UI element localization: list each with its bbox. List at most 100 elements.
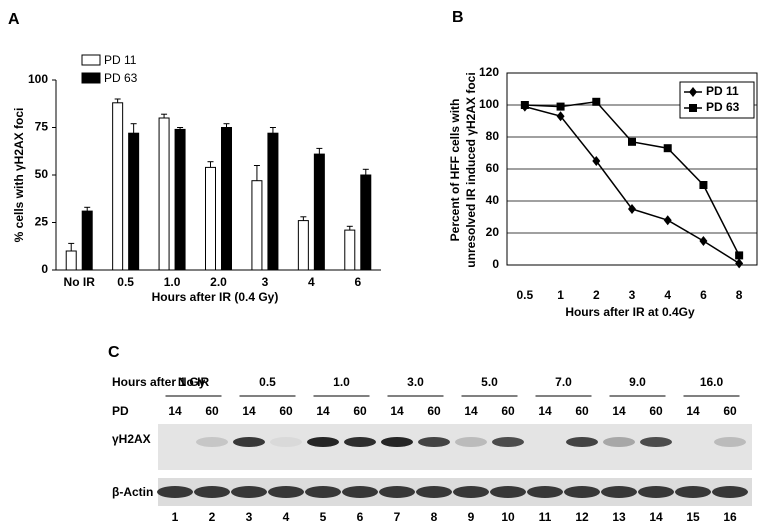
bar xyxy=(360,174,372,271)
group-label: 7.0 xyxy=(555,375,572,389)
lane-number: 2 xyxy=(209,510,216,524)
bar xyxy=(128,132,140,271)
lane-number: 4 xyxy=(283,510,290,524)
pd-value: 60 xyxy=(649,404,663,418)
band xyxy=(492,437,524,447)
pd-value: 60 xyxy=(575,404,589,418)
point xyxy=(592,97,601,106)
x-tick-label: 1.0 xyxy=(164,275,181,289)
band xyxy=(196,437,228,447)
x-axis-label: Hours after IR (0.4 Gy) xyxy=(152,290,279,304)
band xyxy=(381,437,413,447)
band xyxy=(527,486,563,498)
band xyxy=(307,437,339,447)
band xyxy=(416,486,452,498)
y-tick-label: 60 xyxy=(486,161,500,175)
bar xyxy=(251,180,263,271)
y-tick-label: 80 xyxy=(486,129,500,143)
band xyxy=(194,486,230,498)
y-tick-label: 0 xyxy=(492,257,499,271)
band xyxy=(418,437,450,447)
band xyxy=(564,486,600,498)
band xyxy=(601,486,637,498)
pd-value: 14 xyxy=(168,404,182,418)
y-tick-label: 20 xyxy=(486,225,500,239)
band xyxy=(640,437,672,447)
x-tick-label: 1 xyxy=(557,288,564,302)
band xyxy=(603,437,635,447)
x-tick-label: 6 xyxy=(700,288,707,302)
point xyxy=(628,137,636,146)
band xyxy=(268,486,304,498)
y-axis-label: % cells with γH2AX foci xyxy=(12,108,26,243)
pd-value: 60 xyxy=(353,404,367,418)
y-tick-label: 120 xyxy=(479,65,499,79)
pd-value: 14 xyxy=(612,404,626,418)
band xyxy=(712,486,748,498)
y-axis-label: unresolved IR induced γH2AX foci xyxy=(464,72,478,267)
point xyxy=(735,251,744,260)
band xyxy=(233,437,265,447)
band xyxy=(453,486,489,498)
band xyxy=(342,486,378,498)
band xyxy=(344,437,376,447)
point xyxy=(556,102,565,111)
group-label: 1.0 xyxy=(333,375,350,389)
bar xyxy=(221,127,232,271)
band xyxy=(305,486,341,498)
y-tick-label: 40 xyxy=(486,193,500,207)
group-label: No IR xyxy=(178,375,210,389)
band xyxy=(270,437,302,447)
line xyxy=(524,101,740,256)
band xyxy=(490,486,526,498)
blot-row-header: Hours after 1 Gy xyxy=(112,375,206,389)
bar xyxy=(205,166,216,271)
x-tick-label: 4 xyxy=(308,275,315,289)
y-tick-label: 25 xyxy=(35,215,49,229)
x-tick-label: 0.5 xyxy=(517,288,534,302)
x-tick-label: 3 xyxy=(262,275,269,289)
pd-value: 14 xyxy=(316,404,330,418)
band xyxy=(157,486,193,498)
lane-number: 10 xyxy=(501,510,515,524)
bar xyxy=(313,153,325,271)
point xyxy=(699,236,708,246)
bar xyxy=(81,210,93,271)
group-label: 16.0 xyxy=(700,375,724,389)
group-label: 0.5 xyxy=(259,375,276,389)
pd-value: 60 xyxy=(279,404,293,418)
point xyxy=(628,204,636,214)
legend-label: PD 63 xyxy=(706,100,740,114)
legend-marker xyxy=(689,87,697,97)
y-tick-label: 100 xyxy=(28,72,48,86)
pd-value: 14 xyxy=(538,404,552,418)
y-tick-label: 100 xyxy=(479,97,499,111)
panel-label: B xyxy=(452,9,464,26)
x-tick-label: 0.5 xyxy=(117,275,134,289)
x-tick-label: 6 xyxy=(354,275,361,289)
y-tick-label: 0 xyxy=(41,262,48,276)
legend-marker xyxy=(689,104,697,112)
x-tick-label: 2.0 xyxy=(210,275,227,289)
x-axis-label: Hours after IR at 0.4Gy xyxy=(565,305,695,319)
legend-label: PD 11 xyxy=(104,53,137,67)
pd-value: 14 xyxy=(464,404,478,418)
bar xyxy=(297,220,309,271)
lane-number: 8 xyxy=(431,510,438,524)
bar xyxy=(158,117,170,271)
pd-value: 14 xyxy=(242,404,256,418)
band xyxy=(455,437,487,447)
group-label: 9.0 xyxy=(629,375,646,389)
pd-value: 14 xyxy=(390,404,404,418)
group-label: 3.0 xyxy=(407,375,424,389)
bar xyxy=(65,250,77,271)
band xyxy=(231,486,267,498)
point xyxy=(735,258,744,269)
band xyxy=(379,486,415,498)
bar xyxy=(174,128,186,271)
pd-value: 60 xyxy=(723,404,737,418)
lane-number: 6 xyxy=(357,510,364,524)
x-tick-label: 2 xyxy=(593,288,600,302)
blot-strip xyxy=(158,424,752,470)
